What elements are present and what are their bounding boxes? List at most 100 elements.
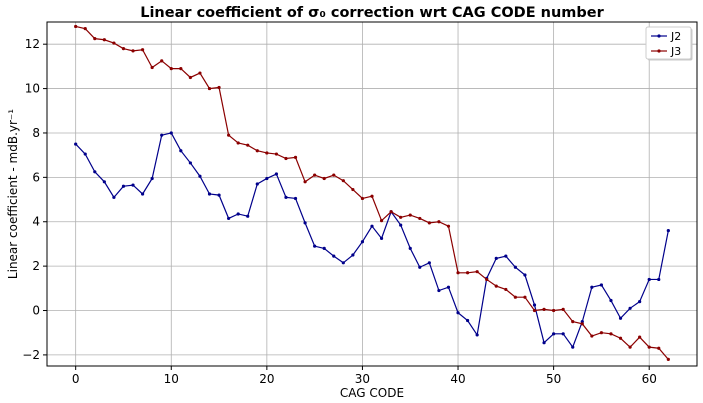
- data-point-j2: [303, 221, 307, 225]
- data-point-j2: [227, 216, 231, 221]
- data-point-j3: [188, 75, 192, 80]
- data-point-j3: [475, 270, 479, 274]
- data-point-j2: [179, 149, 183, 153]
- x-tick-label: 60: [642, 372, 657, 386]
- data-point-j2: [274, 172, 279, 176]
- data-point-j2: [255, 182, 259, 186]
- data-point-j2: [246, 214, 250, 218]
- y-tick-label: −2: [22, 348, 40, 362]
- data-point-j3: [504, 287, 508, 292]
- data-point-j2: [313, 244, 317, 248]
- data-point-j3: [532, 308, 537, 313]
- data-point-j2: [561, 332, 565, 336]
- data-point-j2: [284, 195, 288, 199]
- data-point-j2: [265, 176, 269, 181]
- data-point-j3: [102, 38, 106, 42]
- data-point-j2: [102, 180, 106, 184]
- data-point-j3: [552, 308, 556, 313]
- data-point-j2: [666, 229, 670, 233]
- data-point-j2: [188, 161, 192, 165]
- data-point-j3: [360, 196, 365, 201]
- data-point-j3: [418, 216, 422, 221]
- series-group: [74, 24, 670, 361]
- data-point-j3: [609, 332, 613, 336]
- data-point-j3: [227, 133, 231, 137]
- data-point-j3: [246, 143, 250, 147]
- data-point-j3: [513, 295, 517, 299]
- data-point-j2: [140, 192, 145, 196]
- data-point-j2: [360, 240, 365, 244]
- grid: [47, 22, 697, 366]
- y-tick-label: 0: [32, 304, 40, 318]
- x-axis-label: CAG CODE: [340, 386, 404, 400]
- data-point-j3: [647, 345, 651, 349]
- data-point-j3: [313, 173, 317, 177]
- data-point-j2: [628, 306, 632, 310]
- data-point-j2: [112, 195, 116, 199]
- data-point-j3: [370, 194, 374, 198]
- data-point-j2: [504, 254, 508, 258]
- legend-marker-j2: [657, 34, 661, 38]
- data-point-j2: [131, 183, 135, 187]
- data-point-j2: [647, 277, 651, 282]
- data-point-j2: [207, 192, 212, 196]
- data-point-j2: [580, 320, 584, 324]
- data-point-j2: [83, 152, 87, 156]
- data-point-j3: [121, 47, 126, 51]
- data-point-j2: [532, 303, 537, 307]
- data-point-j2: [332, 254, 336, 258]
- data-point-j2: [217, 193, 221, 197]
- x-tick-label: 0: [72, 372, 80, 386]
- y-axis-label: Linear coefficient - mdB.yr⁻¹: [6, 109, 20, 279]
- legend-label-j3: J3: [670, 45, 681, 58]
- data-point-j3: [169, 67, 173, 71]
- data-point-j2: [513, 265, 517, 269]
- data-point-j3: [456, 271, 460, 275]
- x-tick-label: 50: [546, 372, 561, 386]
- data-point-j3: [571, 320, 575, 324]
- data-point-j2: [609, 298, 613, 303]
- data-point-j2: [418, 265, 422, 269]
- data-point-j2: [618, 316, 623, 320]
- data-point-j2: [494, 256, 498, 260]
- data-point-j3: [341, 179, 345, 183]
- data-point-j3: [446, 224, 451, 228]
- data-point-j3: [83, 27, 87, 31]
- data-point-j3: [74, 24, 78, 29]
- data-point-j3: [618, 336, 623, 340]
- data-point-j3: [638, 335, 642, 339]
- data-point-j2: [465, 318, 470, 323]
- data-point-j3: [131, 49, 135, 53]
- data-point-j2: [446, 285, 451, 289]
- data-point-j3: [303, 180, 307, 184]
- data-point-j3: [332, 173, 336, 177]
- x-tick-label: 30: [355, 372, 370, 386]
- data-point-j2: [121, 184, 126, 188]
- data-point-j2: [542, 341, 546, 345]
- y-tick-label: 8: [32, 126, 40, 140]
- data-point-j2: [571, 345, 575, 349]
- data-point-j2: [198, 174, 202, 178]
- data-point-j3: [628, 345, 632, 349]
- data-point-j3: [666, 357, 670, 361]
- data-point-j3: [160, 59, 164, 63]
- data-point-j3: [590, 334, 594, 338]
- data-point-j3: [265, 151, 269, 155]
- data-point-j3: [580, 322, 584, 326]
- data-point-j3: [284, 156, 288, 161]
- data-point-j3: [465, 271, 470, 275]
- data-point-j3: [140, 48, 145, 52]
- x-tick-label: 40: [450, 372, 465, 386]
- data-point-j3: [322, 176, 326, 181]
- data-point-j3: [379, 219, 384, 223]
- data-point-j3: [112, 41, 116, 45]
- series-line-j2: [75, 132, 669, 349]
- plot-frame: [46, 21, 698, 367]
- data-point-j3: [657, 346, 661, 350]
- data-point-j3: [274, 152, 279, 156]
- data-point-j3: [293, 155, 298, 159]
- legend-box: [645, 26, 692, 60]
- legend-marker-j3: [657, 49, 661, 53]
